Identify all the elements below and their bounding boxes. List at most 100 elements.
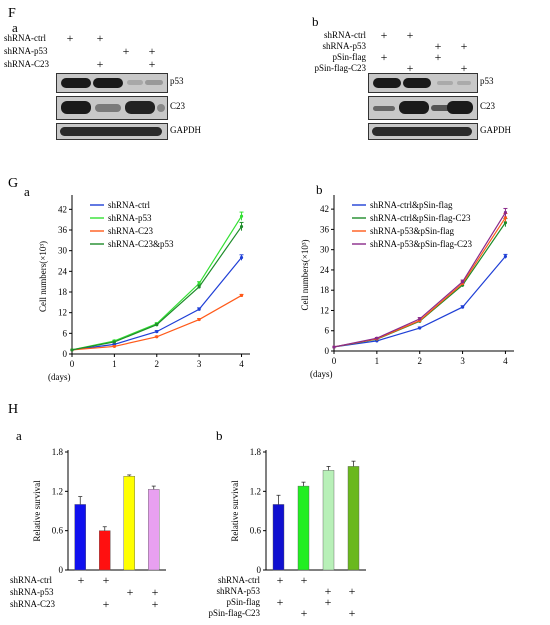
bar-1 bbox=[74, 496, 86, 571]
hb-row-label: pSin-flag bbox=[226, 597, 261, 607]
y-tick-label: 1.8 bbox=[250, 447, 262, 457]
panel-hb-letter: b bbox=[216, 428, 223, 443]
y-axis-label: Cell numbers(×10³) bbox=[38, 241, 48, 312]
panel-letter-h: H bbox=[8, 402, 19, 417]
data-point bbox=[239, 224, 244, 229]
blot-p53 bbox=[56, 73, 168, 93]
legend-label: shRNA-ctrl&pSin-flag-C23 bbox=[370, 213, 471, 223]
fb-sign: + bbox=[460, 61, 468, 75]
blot-gapdh bbox=[368, 123, 478, 140]
bar bbox=[347, 466, 360, 571]
ha-row-label: shRNA-C23 bbox=[10, 599, 56, 609]
x-tick-label: 2 bbox=[417, 356, 422, 366]
y-axis-label: Cell numbers(×10³) bbox=[300, 239, 310, 310]
blot-c23 bbox=[368, 96, 478, 120]
y-tick-label: 18 bbox=[320, 285, 330, 295]
fa-sign: + bbox=[148, 44, 156, 58]
data-point bbox=[418, 317, 422, 321]
y-axis-label: Relative survival bbox=[32, 480, 42, 542]
hb-sign: + bbox=[324, 584, 332, 598]
fb-row-label: shRNA-ctrl bbox=[324, 30, 366, 40]
ha-sign: + bbox=[77, 573, 85, 587]
fa-sign: + bbox=[96, 31, 104, 45]
blot-label: p53 bbox=[170, 76, 184, 86]
bar-3 bbox=[123, 474, 135, 571]
x-tick-label: 0 bbox=[332, 356, 337, 366]
legend-label: shRNA-C23 bbox=[108, 226, 154, 236]
y-tick-label: 36 bbox=[58, 225, 68, 235]
data-point bbox=[239, 255, 244, 260]
y-axis-label: Relative survival bbox=[230, 480, 240, 542]
data-point bbox=[375, 336, 379, 340]
fb-sign: + bbox=[406, 61, 414, 75]
data-point bbox=[197, 285, 201, 289]
data-point bbox=[112, 340, 116, 344]
bar bbox=[272, 504, 285, 571]
bar-2 bbox=[99, 526, 111, 571]
y-tick-label: 6 bbox=[325, 326, 330, 336]
hb-sign: + bbox=[300, 606, 308, 620]
legend-label: shRNA-p53 bbox=[108, 213, 152, 223]
fb-sign: + bbox=[380, 28, 388, 42]
data-point bbox=[197, 281, 201, 285]
bar-1 bbox=[272, 494, 285, 571]
fa-row-label: shRNA-ctrl bbox=[4, 33, 46, 43]
fa-sign: + bbox=[96, 57, 104, 71]
fb-sign: + bbox=[406, 28, 414, 42]
y-tick-label: 0 bbox=[63, 349, 68, 359]
y-tick-label: 42 bbox=[320, 204, 329, 214]
blot-label: p53 bbox=[480, 76, 494, 86]
series-1: shRNA-ctrl bbox=[70, 200, 244, 352]
data-point bbox=[460, 305, 465, 309]
y-tick-label: 0.6 bbox=[250, 526, 262, 536]
blot-label: GAPDH bbox=[170, 125, 202, 135]
survival-chart-a: 0 0.6 1.2 1.8 Relative survival bbox=[32, 447, 166, 575]
series-4: shRNA-p53&pSin-flag-C23 bbox=[332, 207, 508, 349]
hb-sign: + bbox=[324, 595, 332, 609]
y-tick-label: 1.2 bbox=[250, 486, 261, 496]
data-point bbox=[239, 214, 244, 218]
legend-label: shRNA-p53&pSin-flag-C23 bbox=[370, 239, 472, 249]
y-tick-label: 0.6 bbox=[52, 526, 64, 536]
series-line bbox=[71, 215, 243, 351]
data-point bbox=[155, 323, 159, 327]
x-tick-label: 4 bbox=[503, 356, 508, 366]
ha-sign: + bbox=[151, 597, 159, 611]
series-line bbox=[333, 256, 506, 348]
fb-sign: + bbox=[434, 39, 442, 53]
fa-sign: + bbox=[148, 57, 156, 71]
hb-sign: + bbox=[300, 573, 308, 587]
chart-axes: 0 0.6 1.2 1.8 Relative survival bbox=[32, 447, 166, 575]
hb-sign: + bbox=[348, 606, 356, 620]
ha-sign: + bbox=[102, 597, 110, 611]
x-tick-label: 1 bbox=[112, 359, 117, 369]
hb-row-label: pSin-flag-C23 bbox=[208, 608, 261, 618]
bar-2 bbox=[297, 481, 310, 571]
bar-3 bbox=[322, 466, 335, 571]
panel-gb-letter: b bbox=[316, 182, 323, 197]
legend-label: shRNA-ctrl bbox=[108, 200, 150, 210]
legend-label: shRNA-C23&p53 bbox=[108, 239, 174, 249]
bar-4 bbox=[347, 460, 360, 571]
y-tick-label: 12 bbox=[320, 305, 329, 315]
x-tick-label: 0 bbox=[70, 359, 75, 369]
bar-4 bbox=[148, 485, 160, 571]
ha-row-label: shRNA-ctrl bbox=[10, 575, 52, 585]
y-tick-label: 42 bbox=[58, 204, 67, 214]
data-point bbox=[460, 280, 465, 284]
survival-chart-b: 0 0.6 1.2 1.8 Relative survival bbox=[230, 447, 366, 575]
data-point bbox=[70, 348, 74, 352]
x-tick-label: 3 bbox=[460, 356, 465, 366]
hb-sign: + bbox=[276, 573, 284, 587]
panel-ga-letter: a bbox=[24, 184, 30, 199]
x-tick-label: 4 bbox=[239, 359, 244, 369]
bar bbox=[297, 485, 310, 571]
y-tick-label: 1.8 bbox=[52, 447, 64, 457]
blot-p53 bbox=[368, 73, 478, 93]
y-tick-label: 6 bbox=[63, 328, 68, 338]
x-tick-label: 2 bbox=[155, 359, 160, 369]
y-tick-label: 30 bbox=[320, 245, 330, 255]
bar bbox=[123, 476, 135, 571]
x-tick-label: 1 bbox=[375, 356, 380, 366]
